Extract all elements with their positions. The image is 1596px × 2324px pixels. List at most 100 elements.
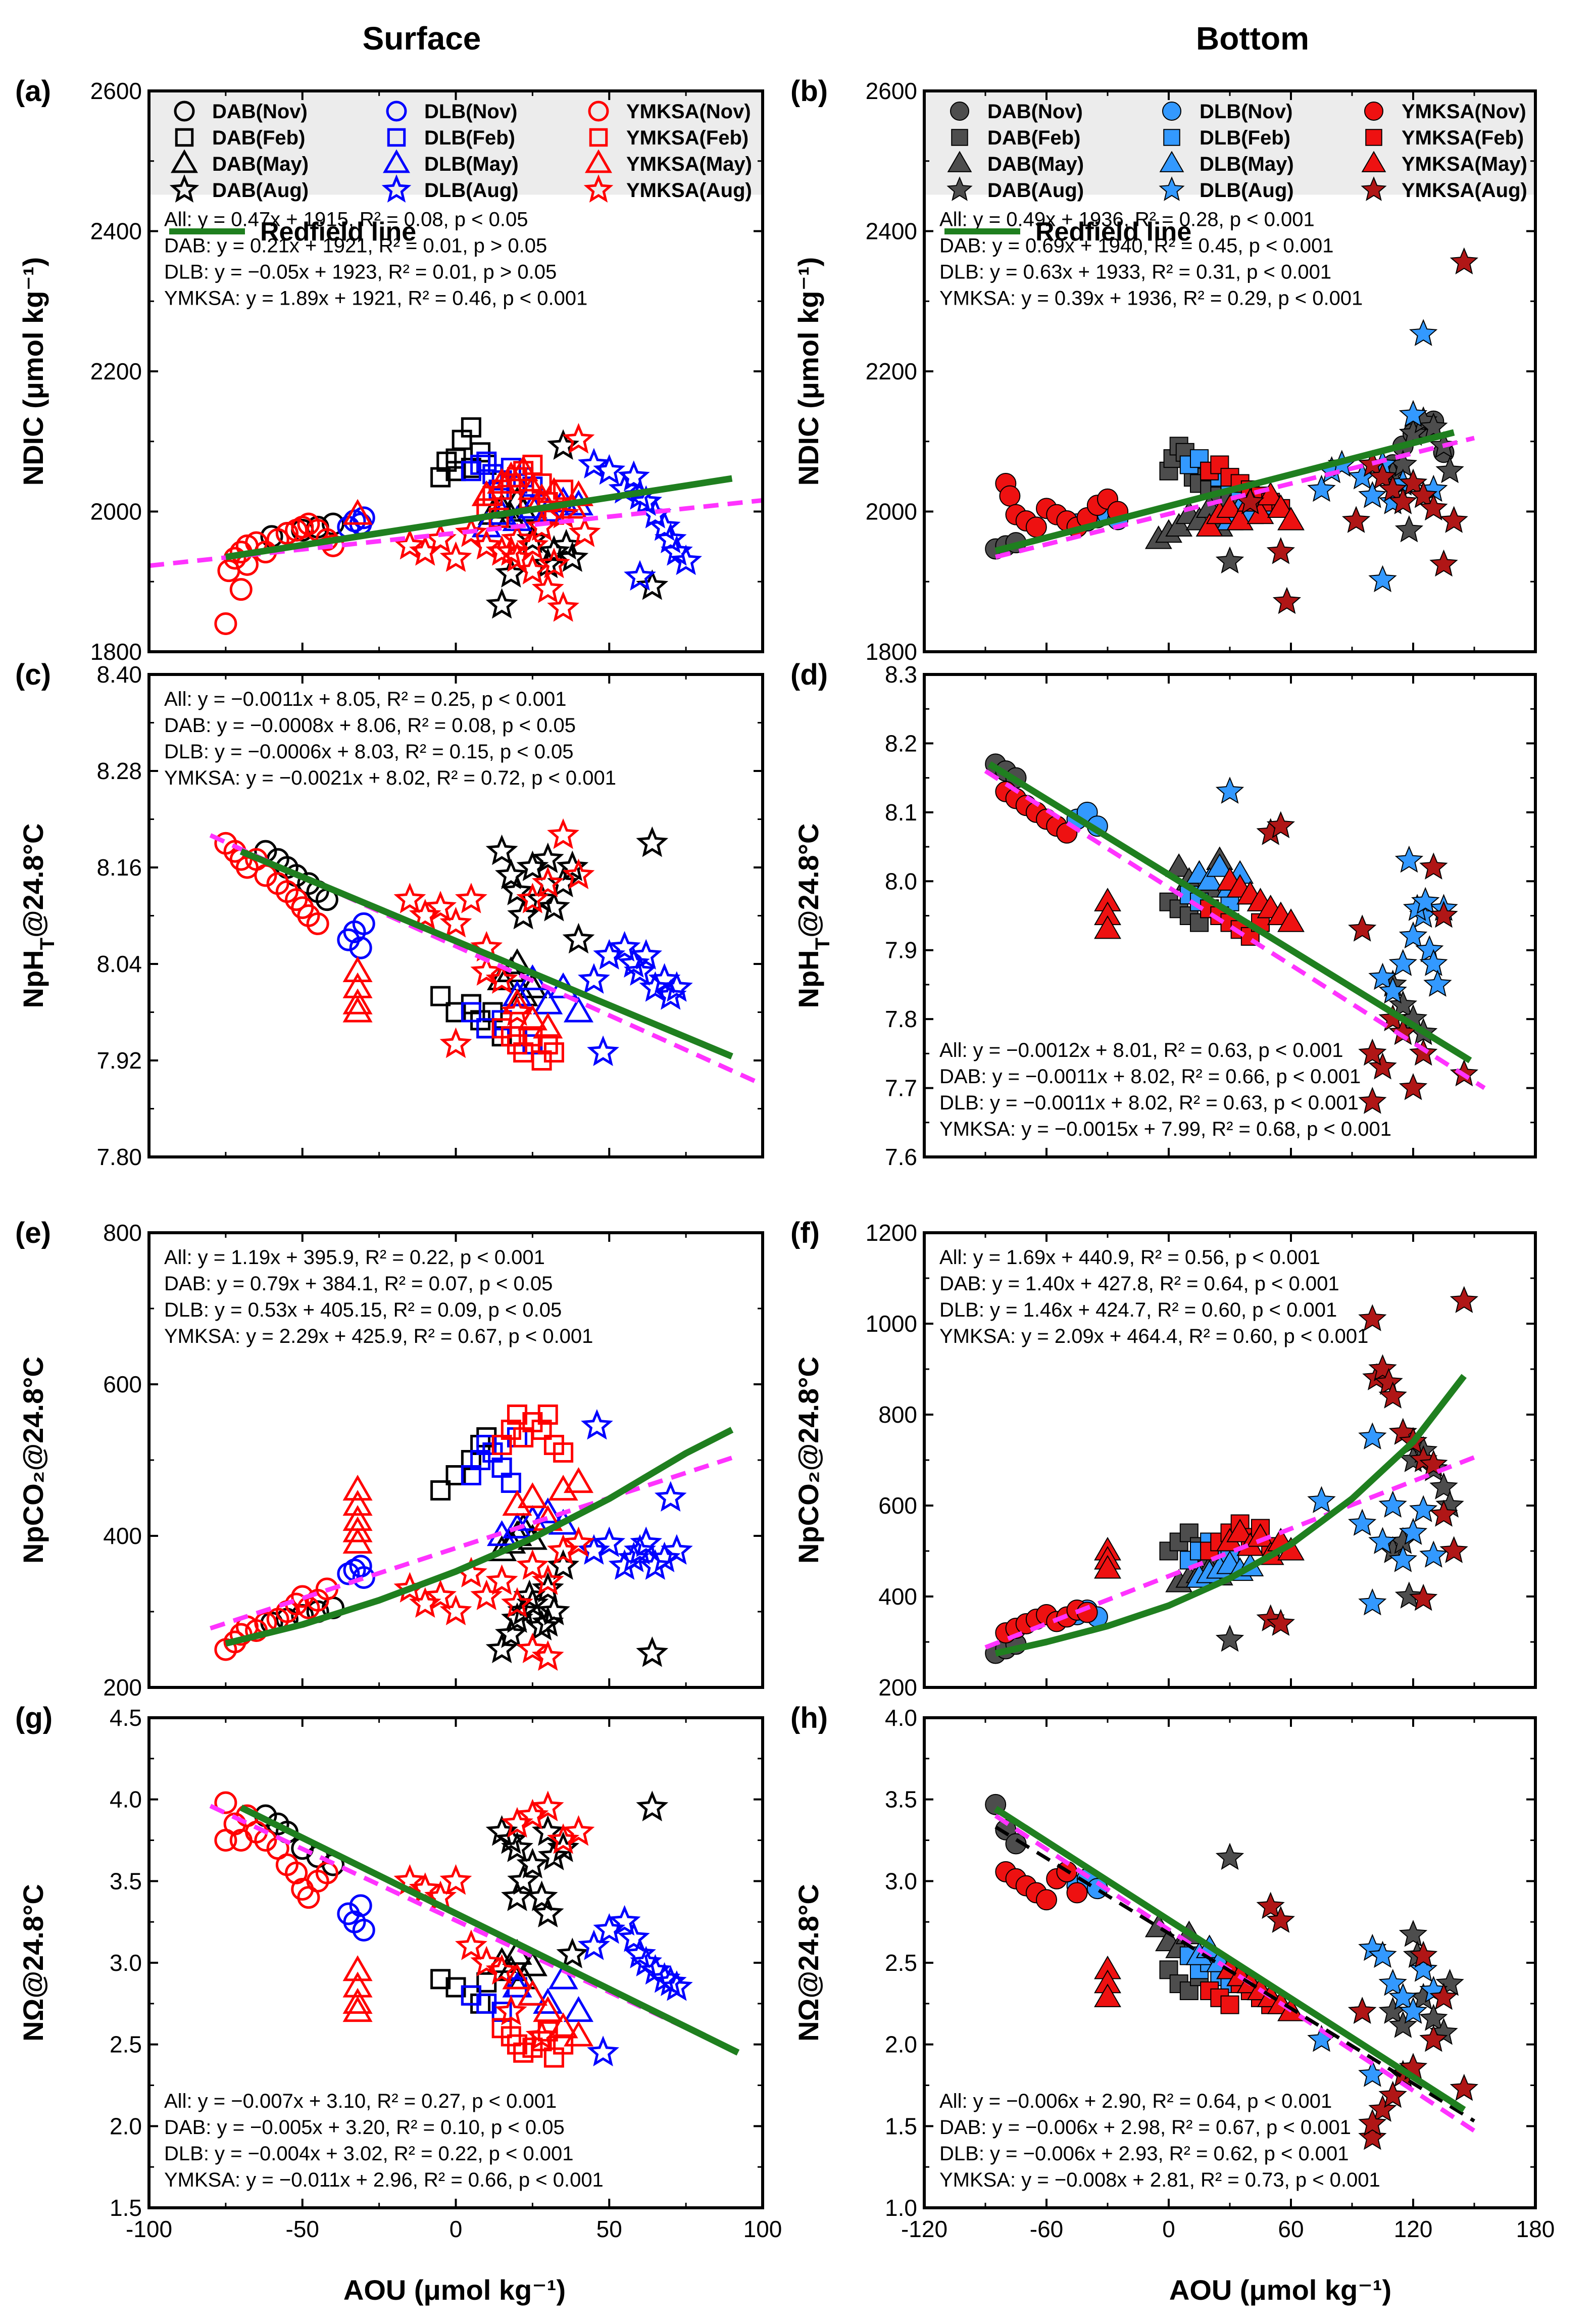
y-tick-label: 7.7 (885, 1075, 917, 1101)
point-ymksa-may (342, 499, 373, 525)
legend-label: DAB(Nov) (987, 101, 1083, 123)
point-ymksa-aug (1409, 481, 1438, 508)
point-ymksa-aug (1348, 1997, 1377, 2024)
point-dlb-aug (630, 1526, 662, 1558)
point-dlb-may (533, 988, 563, 1014)
y-tick-label: 8.1 (885, 799, 917, 826)
point-dlb-feb (501, 1473, 521, 1493)
point-ymksa-may (1277, 908, 1305, 932)
y-tick-label: 200 (878, 1674, 917, 1701)
legend-marker-ymksa-feb (1365, 129, 1382, 146)
point-ymksa-aug (485, 535, 518, 566)
point-ymksa-aug (501, 1587, 533, 1618)
legend-label: DLB(Aug) (424, 179, 519, 202)
point-dab-aug (1419, 412, 1448, 440)
point-ymksa-may (342, 1516, 373, 1542)
point-ymksa-aug (1450, 2073, 1478, 2101)
point-ymksa-aug (516, 554, 549, 585)
x-axis-label-surface: AOU (μmol kg⁻¹) (343, 2274, 566, 2306)
y-axis-label: NΩ@24.8°C (17, 1884, 49, 2042)
y-tick-label: 2000 (90, 499, 142, 525)
equation-text: YMKSA: y = 0.39x + 1936, R² = 0.29, p < … (939, 287, 1363, 309)
point-ymksa-may (1246, 1523, 1274, 1547)
panel-label: (h) (790, 1702, 828, 1734)
point-ymksa-aug (1429, 1499, 1458, 1527)
point-dlb-aug (624, 1534, 656, 1565)
legend-redfield-label: Redfield line (260, 217, 416, 247)
point-ymksa-may (1094, 1555, 1121, 1579)
point-ymksa-may (342, 1955, 373, 1981)
point-dlb-nov (349, 1555, 372, 1578)
series-dlb-aug (578, 448, 702, 591)
regression-line (984, 1455, 1475, 1650)
point-dlb-aug (639, 1549, 672, 1580)
y-tick-label: 200 (103, 1674, 142, 1701)
y-tick-label: 1.5 (110, 2195, 142, 2221)
equation-text: DAB: y = 0.69x + 1940, R² = 0.45, p < 0.… (939, 234, 1334, 257)
point-ymksa-aug (1378, 1381, 1407, 1409)
point-ymksa-aug (562, 1815, 595, 1846)
point-dlb-aug (608, 1905, 641, 1936)
point-dlb-aug (648, 1541, 681, 1573)
point-dlb-aug (1368, 962, 1397, 990)
point-dab-aug (538, 535, 570, 566)
legend-label: DLB(Feb) (1200, 127, 1290, 149)
point-dlb-aug (1378, 977, 1407, 1004)
point-dlb-aug (1388, 1982, 1417, 2010)
axes-frame (923, 1231, 1537, 1689)
equation-text: YMKSA: y = −0.011x + 2.96, R² = 0.66, p … (164, 2169, 604, 2191)
point-dlb-aug (1368, 1527, 1397, 1554)
point-dab-aug (562, 923, 595, 954)
y-tick-label: 1800 (866, 639, 917, 665)
y-axis-label: NDIC (μmol kg⁻¹) (17, 257, 49, 486)
point-dlb-may (471, 511, 502, 538)
point-ymksa-aug (439, 1594, 472, 1626)
point-dlb-aug (624, 955, 656, 986)
point-ymksa-nov (217, 559, 240, 583)
x-tick-label: -100 (126, 2216, 172, 2242)
point-dab-aug (501, 1880, 533, 1911)
y-tick-label: 3.5 (885, 1786, 917, 1813)
series-dlb-aug (578, 1409, 693, 1580)
equation-text: YMKSA: y = −0.0021x + 8.02, R² = 0.72, p… (164, 767, 616, 789)
y-tick-label: 4.0 (885, 1705, 917, 1731)
legend-marker-ymksa-nov (588, 101, 609, 122)
equation-text: All: y = 1.19x + 395.9, R² = 0.22, p < 0… (164, 1246, 545, 1269)
y-tick-label: 800 (878, 1401, 917, 1428)
point-dlb-aug (1368, 1941, 1397, 1968)
equation-text: DLB: y = 0.63x + 1933, R² = 0.31, p < 0.… (939, 261, 1331, 283)
y-tick-label: 2.0 (110, 2113, 142, 2139)
point-ymksa-aug (1409, 1941, 1438, 1968)
point-dlb-aug (593, 1526, 626, 1558)
point-dab-may (1165, 513, 1193, 537)
point-ymksa-aug (1419, 493, 1448, 521)
point-ymksa-may (1195, 513, 1223, 537)
point-ymksa-aug (1256, 1892, 1285, 1919)
plot-area (209, 818, 763, 1087)
point-ymksa-may (487, 467, 517, 494)
point-ymksa-aug (485, 1564, 518, 1595)
point-dlb-aug (1378, 1969, 1407, 1996)
point-dab-feb (430, 467, 451, 488)
series-ymksa-feb (491, 2018, 574, 2068)
point-ymksa-nov (1025, 516, 1047, 538)
point-dlb-aug (1409, 1495, 1438, 1522)
point-ymksa-aug (393, 528, 426, 560)
series-ymksa-may (1094, 867, 1305, 939)
point-ymksa-feb (543, 1042, 564, 1063)
axes-frame (147, 89, 764, 653)
panel-label: (e) (15, 1217, 51, 1249)
axes-frame (147, 673, 764, 1158)
point-dab-aug (636, 569, 669, 600)
point-ymksa-may (1094, 1983, 1121, 2007)
equation-text: DLB: y = 1.46x + 424.7, R² = 0.60, p < 0… (939, 1299, 1337, 1321)
series-dab-aug (485, 826, 669, 954)
point-dab-aug (485, 588, 518, 619)
point-ymksa-may (1257, 481, 1284, 506)
legend-marker-ymksa-feb (589, 128, 608, 147)
panel-label: (a) (15, 75, 51, 108)
y-tick-label: 600 (103, 1371, 142, 1397)
point-ymksa-aug (439, 1864, 472, 1895)
